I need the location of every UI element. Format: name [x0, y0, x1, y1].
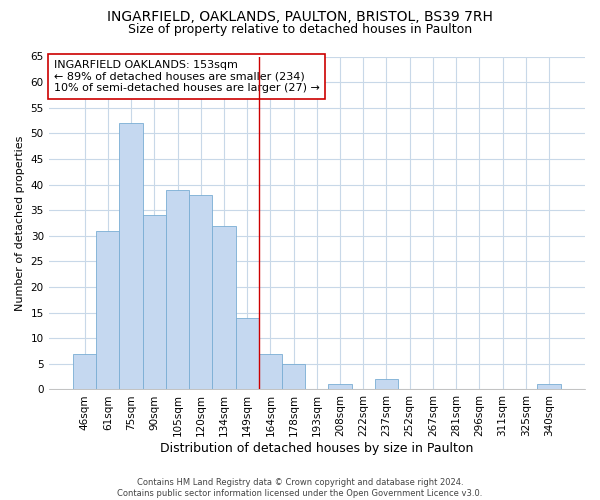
Bar — [166, 190, 189, 390]
Text: Size of property relative to detached houses in Paulton: Size of property relative to detached ho… — [128, 22, 472, 36]
Bar — [236, 318, 259, 390]
Text: INGARFIELD, OAKLANDS, PAULTON, BRISTOL, BS39 7RH: INGARFIELD, OAKLANDS, PAULTON, BRISTOL, … — [107, 10, 493, 24]
Text: Contains HM Land Registry data © Crown copyright and database right 2024.
Contai: Contains HM Land Registry data © Crown c… — [118, 478, 482, 498]
Bar — [259, 354, 282, 390]
Y-axis label: Number of detached properties: Number of detached properties — [15, 136, 25, 310]
Bar — [96, 230, 119, 390]
Text: INGARFIELD OAKLANDS: 153sqm
← 89% of detached houses are smaller (234)
10% of se: INGARFIELD OAKLANDS: 153sqm ← 89% of det… — [54, 60, 320, 93]
Bar — [119, 123, 143, 390]
Bar — [189, 195, 212, 390]
Bar — [143, 216, 166, 390]
Bar — [375, 379, 398, 390]
Bar — [212, 226, 236, 390]
Bar — [282, 364, 305, 390]
Bar — [73, 354, 96, 390]
X-axis label: Distribution of detached houses by size in Paulton: Distribution of detached houses by size … — [160, 442, 473, 455]
Bar — [538, 384, 560, 390]
Bar — [328, 384, 352, 390]
